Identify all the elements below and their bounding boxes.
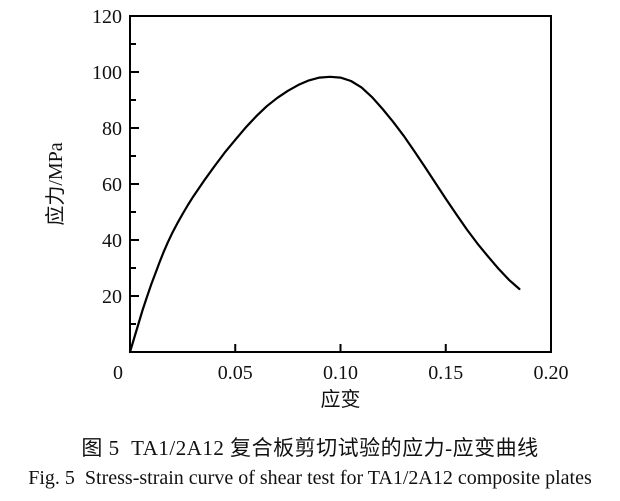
- figure-caption-english: Fig. 5 Stress-strain curve of shear test…: [28, 467, 592, 489]
- y-tick-label: 120: [92, 6, 122, 28]
- y-tick-label: 20: [102, 286, 122, 308]
- y-tick-label: 40: [102, 230, 122, 252]
- stress-strain-chart: 20 40 60 80 100 120 0 0.05 0.10 0.15 0.20 应力/MPa 应变: [44, 6, 569, 411]
- y-tick-label: 60: [102, 174, 122, 196]
- x-axis-title: 应变: [321, 388, 361, 411]
- curve-path: [128, 75, 521, 354]
- y-tick-label: 100: [92, 62, 122, 84]
- x-tick-label: 0.05: [218, 362, 253, 384]
- figure-caption-chinese: 图 5 TA1/2A12 复合板剪切试验的应力-应变曲线: [81, 436, 539, 460]
- plot-border: [129, 15, 552, 353]
- y-tick-label: 80: [102, 118, 122, 140]
- x-tick-label: 0.10: [323, 362, 358, 384]
- x-tick-label: 0.20: [534, 362, 569, 384]
- x-tick-label: 0: [113, 362, 123, 384]
- x-tick-label: 0.15: [428, 362, 463, 384]
- y-axis-title: 应力/MPa: [44, 142, 67, 225]
